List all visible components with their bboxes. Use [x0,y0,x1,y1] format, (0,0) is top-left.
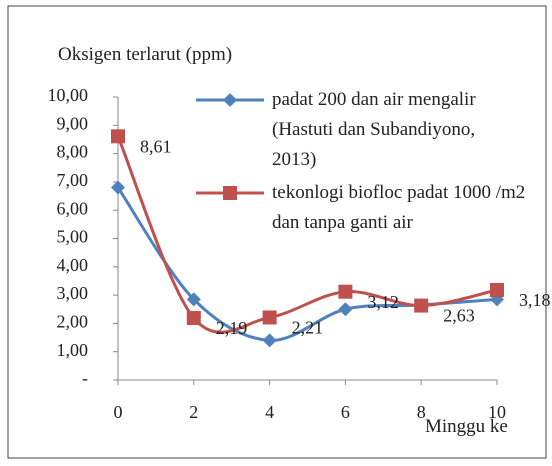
data-point [262,333,277,348]
data-point [338,284,353,299]
y-tick-label: 9,00 [57,113,89,133]
data-label: 2,19 [216,318,248,338]
y-tick-label: 7,00 [57,170,89,190]
y-tick-label: 3,00 [57,283,89,303]
data-label: 2,21 [292,318,324,338]
frame [7,5,547,459]
data-label: 3,12 [367,292,399,312]
y-tick-label: 1,00 [57,340,89,360]
data-point [111,180,125,195]
x-tick-label: 8 [417,402,426,422]
data-point [490,283,504,298]
data-point [111,129,125,144]
y-tick-label: 5,00 [57,227,89,247]
data-label: 8,61 [140,136,172,156]
data-label: 3,18 [519,290,551,310]
legend-label: tekonlogi biofloc padat 1000 /m2 dan tan… [272,182,526,233]
legend-label: padat 200 dan air mengalir (Hastuti dan … [272,89,476,170]
x-axis-label: Minggu ke [425,416,508,437]
data-point [186,311,201,326]
y-tick-label: 8,00 [57,142,89,162]
y-axis-label: Oksigen terlarut (ppm) [58,44,233,65]
y-tick-label: - [82,368,88,388]
x-tick-label: 4 [265,402,274,422]
y-tick-label: 6,00 [57,198,89,218]
data-point [186,292,201,307]
y-tick-label: 2,00 [57,312,89,332]
data-point [262,310,277,325]
x-tick-label: 10 [488,402,506,422]
x-tick-label: 6 [341,402,350,422]
y-tick-label: 10,00 [48,85,89,105]
data-label: 2,63 [443,306,475,326]
legend-marker [223,186,237,200]
x-tick-label: 2 [189,402,198,422]
legend-marker [223,93,237,107]
y-tick-label: 4,00 [57,255,89,275]
data-point [338,302,353,317]
data-point [414,298,429,313]
x-tick-label: 0 [114,402,123,422]
